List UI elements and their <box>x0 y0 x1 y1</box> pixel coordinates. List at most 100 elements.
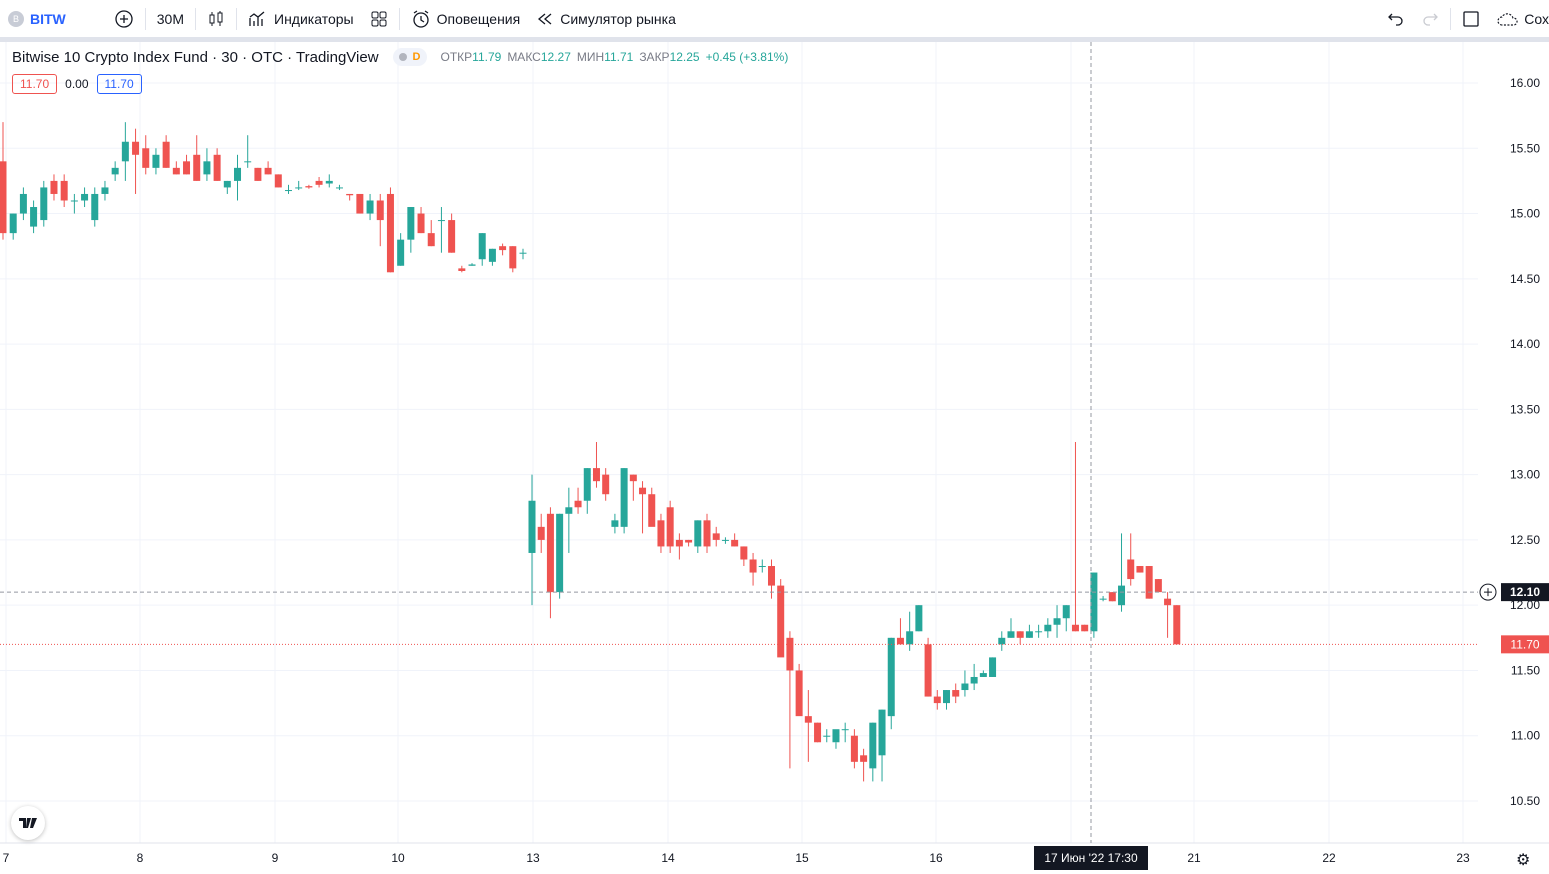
candle-body[interactable] <box>592 468 600 482</box>
candle-body[interactable] <box>620 468 628 527</box>
chart-pane[interactable]: 16.00 15.50 15.00 14.50 14.00 13.50 13.00 12.50… <box>0 42 1549 874</box>
candle-body[interactable] <box>731 539 739 547</box>
bid-price[interactable]: 11.70 <box>12 74 58 94</box>
candle-body[interactable] <box>335 187 343 189</box>
candle-body[interactable] <box>427 233 435 247</box>
candle-body[interactable] <box>896 637 904 645</box>
candle-body[interactable] <box>1108 592 1116 602</box>
candle-body[interactable] <box>1025 631 1033 638</box>
candle-body[interactable] <box>961 683 969 691</box>
candle-body[interactable] <box>841 729 849 731</box>
candle-body[interactable] <box>193 154 201 181</box>
candle-body[interactable] <box>933 696 941 704</box>
candle-body[interactable] <box>488 248 496 262</box>
candle-body[interactable] <box>1099 598 1107 600</box>
candle-body[interactable] <box>19 193 27 214</box>
candle-body[interactable] <box>1035 631 1043 633</box>
candle-body[interactable] <box>602 474 610 495</box>
chart-canvas[interactable]: 16.00 15.50 15.00 14.50 14.00 13.50 13.00 12.50… <box>0 42 1549 874</box>
candle-body[interactable] <box>712 533 720 540</box>
candle-body[interactable] <box>952 690 960 697</box>
candle-body[interactable] <box>1090 572 1098 632</box>
candle-body[interactable] <box>111 167 119 175</box>
candle-body[interactable] <box>565 507 573 514</box>
candle-body[interactable] <box>924 644 932 697</box>
candle-body[interactable] <box>458 268 466 271</box>
candle-body[interactable] <box>804 716 812 723</box>
candle-body[interactable] <box>162 141 170 168</box>
candle-body[interactable] <box>850 735 858 762</box>
add-symbol-button[interactable] <box>106 0 142 38</box>
candle-body[interactable] <box>1007 631 1015 638</box>
candle-body[interactable] <box>101 187 109 194</box>
candle-body[interactable] <box>1071 624 1079 632</box>
candle-body[interactable] <box>795 670 803 717</box>
candle-body[interactable] <box>284 190 292 192</box>
candle-body[interactable] <box>274 174 282 188</box>
candle-body[interactable] <box>537 526 545 540</box>
candle-body[interactable] <box>468 264 476 266</box>
ask-price[interactable]: 11.70 <box>96 74 142 94</box>
candle-body[interactable] <box>1154 579 1162 593</box>
save-button[interactable]: Сох <box>1488 0 1549 38</box>
candle-body[interactable] <box>666 507 674 547</box>
candle-body[interactable] <box>254 167 262 181</box>
candle-body[interactable] <box>878 709 886 756</box>
candle-body[interactable] <box>685 539 693 543</box>
candle-body[interactable] <box>915 605 923 632</box>
fullscreen-button[interactable] <box>1454 0 1488 38</box>
candle-body[interactable] <box>1053 618 1061 625</box>
candle-body[interactable] <box>629 474 637 482</box>
undo-button[interactable] <box>1379 0 1413 38</box>
redo-button[interactable] <box>1413 0 1447 38</box>
status-pill[interactable]: D <box>392 48 427 66</box>
candle-body[interactable] <box>30 207 38 227</box>
layouts-button[interactable] <box>362 0 396 38</box>
candle-body[interactable] <box>721 539 729 541</box>
candle-body[interactable] <box>740 546 748 560</box>
candle-body[interactable] <box>814 722 822 743</box>
alerts-button[interactable]: Оповещения <box>403 0 529 38</box>
candle-body[interactable] <box>1173 605 1181 645</box>
legend-title[interactable]: Bitwise 10 Crypto Index Fund · 30 · OTC … <box>12 48 379 66</box>
candle-body[interactable] <box>675 539 683 547</box>
candle-body[interactable] <box>1016 631 1024 638</box>
candle-body[interactable] <box>1127 559 1135 580</box>
candle-body[interactable] <box>183 161 191 175</box>
candle-body[interactable] <box>60 180 68 201</box>
candle-body[interactable] <box>786 637 794 671</box>
candle-body[interactable] <box>657 520 665 547</box>
candle-body[interactable] <box>639 487 647 495</box>
tradingview-logo[interactable] <box>11 806 45 840</box>
candle-body[interactable] <box>1044 624 1052 632</box>
candle-body[interactable] <box>556 513 564 593</box>
candle-body[interactable] <box>998 637 1006 645</box>
candle-body[interactable] <box>213 154 221 181</box>
candle-body[interactable] <box>1118 585 1126 606</box>
candle-body[interactable] <box>223 180 231 188</box>
candle-body[interactable] <box>50 180 58 194</box>
candle-body[interactable] <box>397 239 405 266</box>
candle-body[interactable] <box>417 213 425 234</box>
candle-body[interactable] <box>81 193 89 201</box>
candle-body[interactable] <box>295 187 303 189</box>
candle-body[interactable] <box>1136 566 1144 573</box>
candle-body[interactable] <box>325 180 333 184</box>
chart-type-button[interactable] <box>199 0 233 38</box>
candle-body[interactable] <box>1164 598 1172 606</box>
candle-body[interactable] <box>887 637 895 717</box>
candle-body[interactable] <box>203 161 211 175</box>
candle-body[interactable] <box>315 180 323 185</box>
candle-body[interactable] <box>0 161 7 234</box>
candle-body[interactable] <box>1081 624 1089 632</box>
interval-button[interactable]: 30M <box>156 10 184 27</box>
candle-body[interactable] <box>121 141 129 162</box>
candle-body[interactable] <box>448 220 456 253</box>
replay-button[interactable]: Симулятор рынка <box>528 0 684 38</box>
candle-body[interactable] <box>366 200 374 214</box>
candle-body[interactable] <box>407 207 415 240</box>
candle-body[interactable] <box>546 513 554 593</box>
candle-body[interactable] <box>777 585 785 658</box>
candle-body[interactable] <box>142 148 150 168</box>
candle-body[interactable] <box>519 252 527 254</box>
